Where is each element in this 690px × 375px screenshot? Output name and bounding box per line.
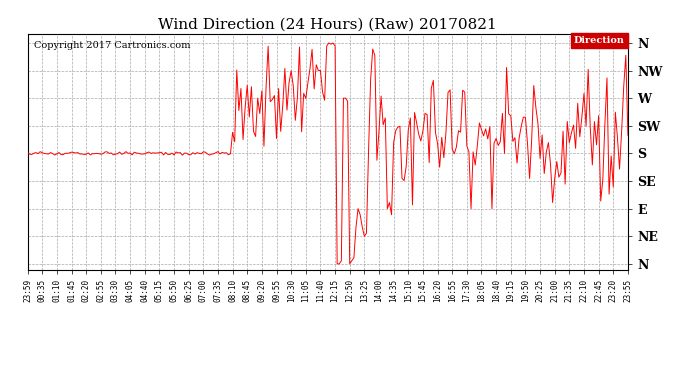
Text: Copyright 2017 Cartronics.com: Copyright 2017 Cartronics.com xyxy=(34,41,190,50)
Title: Wind Direction (24 Hours) (Raw) 20170821: Wind Direction (24 Hours) (Raw) 20170821 xyxy=(159,17,497,31)
Text: Direction: Direction xyxy=(574,36,625,45)
